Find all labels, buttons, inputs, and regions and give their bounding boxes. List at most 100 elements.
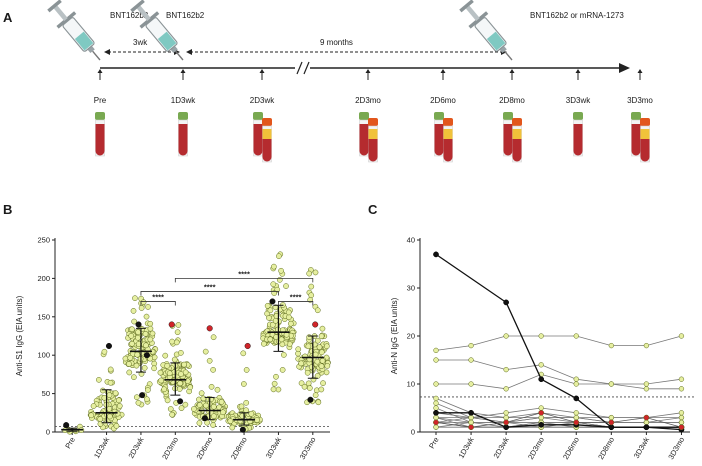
blood-tube-icon (631, 112, 641, 157)
syringe-icon (459, 0, 513, 61)
data-point (116, 403, 123, 409)
data-point (279, 367, 286, 373)
data-point (132, 295, 138, 302)
data-point (324, 363, 331, 369)
data-point (151, 365, 157, 372)
timepoint-1D3wk: 1D3wk (171, 69, 196, 157)
data-point (283, 283, 289, 289)
y-tick-label: 50 (42, 389, 50, 398)
series-point (678, 424, 685, 431)
data-point (210, 422, 216, 428)
series-point (643, 424, 650, 431)
data-point (114, 410, 121, 417)
timepoint-tick-head (509, 69, 515, 73)
highlight-point (63, 422, 70, 429)
series-point (503, 410, 509, 416)
data-point (167, 406, 174, 412)
data-point (308, 364, 315, 370)
data-point (182, 401, 189, 408)
series-point (573, 381, 579, 387)
data-point (140, 299, 147, 306)
data-point (166, 370, 173, 377)
data-point (316, 344, 323, 350)
significance-bracket (140, 301, 176, 306)
data-point (144, 396, 150, 403)
highlight-point (244, 342, 251, 349)
data-point (315, 399, 322, 406)
series-line (436, 373, 682, 390)
timepoint-2D6mo: 2D6mo (430, 69, 456, 163)
series-line (436, 412, 682, 431)
data-point (141, 365, 148, 371)
y-axis-title: Anti-S1 IgG (EIA units) (15, 295, 24, 376)
series-point (468, 409, 474, 416)
data-point (99, 387, 106, 394)
timepoint-tick-head (259, 69, 265, 73)
significance-label: **** (290, 292, 302, 301)
data-point (196, 420, 203, 426)
data-point (158, 377, 165, 384)
data-point (280, 352, 287, 358)
blood-tube-icon (443, 118, 453, 163)
x-tick-label: 2D8mo (229, 436, 249, 461)
series-point (433, 405, 439, 411)
data-point (147, 320, 154, 327)
data-point (164, 362, 171, 369)
series-line (435, 412, 682, 428)
x-tick-label: 2D3wk (492, 435, 511, 460)
y-tick-label: 10 (407, 380, 415, 389)
data-point (319, 357, 326, 364)
data-point (96, 376, 102, 383)
data-point (178, 349, 184, 356)
data-point (267, 336, 274, 343)
series-point (503, 386, 509, 392)
series-point (503, 419, 509, 426)
data-point (161, 386, 168, 393)
data-point (107, 366, 114, 373)
x-tick-label: 2D3mo (160, 436, 180, 461)
timepoint-tick-head (637, 69, 643, 73)
data-point (135, 329, 141, 336)
series-point (468, 357, 474, 363)
data-point (174, 329, 181, 336)
series-line (435, 253, 682, 428)
data-point (314, 358, 321, 365)
data-point (220, 409, 226, 416)
anti-n-chart: 0 10 20 30 40 Anti-N IgG (EIA units) Pre 1D3wk 2… (390, 236, 694, 461)
data-point (97, 416, 104, 422)
data-point (106, 413, 113, 420)
data-point (101, 348, 108, 355)
highlight-point (177, 398, 184, 405)
series-line (436, 359, 682, 385)
y-tick-label: 250 (37, 236, 50, 245)
timepoint-tick-head (440, 69, 446, 73)
data-point (202, 348, 209, 355)
data-point (313, 387, 320, 394)
data-point (122, 355, 129, 362)
data-point (135, 334, 141, 341)
data-point (243, 407, 249, 414)
data-point (178, 405, 185, 411)
data-point (147, 336, 154, 343)
data-point (278, 267, 284, 274)
data-point (198, 390, 205, 397)
data-point (181, 361, 187, 368)
blood-tube-icon (95, 112, 105, 157)
series-point (573, 376, 579, 382)
data-point (308, 283, 315, 290)
series-point (573, 410, 579, 416)
series-point (503, 366, 509, 373)
series-point (433, 414, 439, 421)
series-point (503, 333, 509, 339)
blood-tube-icon (434, 112, 444, 157)
series-point (608, 424, 615, 431)
data-point (248, 410, 255, 417)
x-tick-label: 2D3mo (526, 436, 546, 461)
series-point (538, 376, 545, 383)
series-point (678, 333, 685, 339)
series-point (573, 414, 579, 421)
series-point (608, 381, 614, 387)
highlight-point (143, 352, 150, 359)
series-point (433, 381, 439, 387)
timeline-arrowhead (619, 63, 630, 73)
